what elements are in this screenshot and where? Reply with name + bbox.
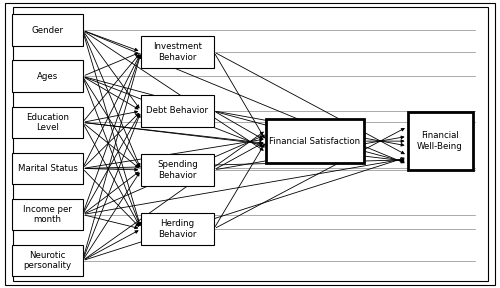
Bar <box>142 36 214 68</box>
Bar <box>12 153 82 184</box>
Text: Spending
Behavior: Spending Behavior <box>157 160 198 180</box>
Bar <box>12 14 82 46</box>
Text: Investment
Behavior: Investment Behavior <box>153 42 202 62</box>
Text: Gender: Gender <box>32 26 64 35</box>
Bar <box>266 119 364 164</box>
Bar <box>142 95 214 127</box>
Bar <box>142 213 214 245</box>
Bar <box>142 154 214 186</box>
Text: Marital Status: Marital Status <box>18 164 78 173</box>
Text: Education
Level: Education Level <box>26 113 69 132</box>
Text: Financial
Well-Being: Financial Well-Being <box>417 131 463 151</box>
Text: Ages: Ages <box>37 72 58 81</box>
Text: Herding
Behavior: Herding Behavior <box>158 219 196 239</box>
Text: Income per
month: Income per month <box>23 205 72 224</box>
Bar <box>12 245 82 276</box>
Text: Debt Behavior: Debt Behavior <box>146 106 208 115</box>
Bar <box>12 199 82 230</box>
Bar <box>12 107 82 138</box>
Text: Financial Satisfaction: Financial Satisfaction <box>270 137 360 146</box>
Text: Neurotic
personality: Neurotic personality <box>24 251 72 270</box>
Bar <box>12 60 82 92</box>
Bar <box>408 112 472 170</box>
